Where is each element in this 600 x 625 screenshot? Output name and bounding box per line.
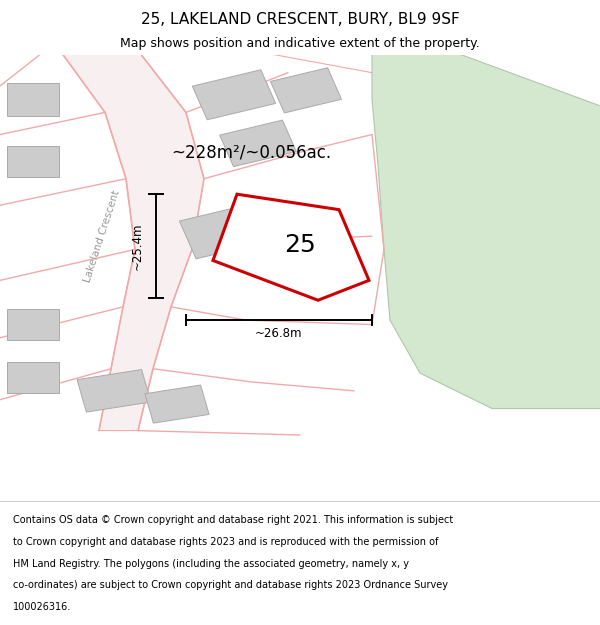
Text: HM Land Registry. The polygons (including the associated geometry, namely x, y: HM Land Registry. The polygons (includin…: [13, 559, 409, 569]
Polygon shape: [213, 194, 369, 300]
Polygon shape: [7, 82, 59, 116]
Polygon shape: [7, 309, 59, 340]
Text: co-ordinates) are subject to Crown copyright and database rights 2023 Ordnance S: co-ordinates) are subject to Crown copyr…: [13, 580, 448, 590]
Polygon shape: [7, 362, 59, 393]
Polygon shape: [179, 204, 265, 259]
Text: to Crown copyright and database rights 2023 and is reproduced with the permissio: to Crown copyright and database rights 2…: [13, 537, 439, 547]
Text: ~26.8m: ~26.8m: [255, 327, 303, 340]
Polygon shape: [193, 70, 275, 120]
Polygon shape: [77, 369, 151, 412]
Text: 25, LAKELAND CRESCENT, BURY, BL9 9SF: 25, LAKELAND CRESCENT, BURY, BL9 9SF: [140, 12, 460, 27]
Polygon shape: [7, 146, 59, 176]
Polygon shape: [45, 51, 204, 431]
Text: ~25.4m: ~25.4m: [130, 222, 143, 269]
Polygon shape: [271, 68, 341, 113]
Text: Contains OS data © Crown copyright and database right 2021. This information is : Contains OS data © Crown copyright and d…: [13, 516, 454, 526]
Text: 100026316.: 100026316.: [13, 601, 71, 611]
Text: Map shows position and indicative extent of the property.: Map shows position and indicative extent…: [120, 38, 480, 51]
Polygon shape: [145, 385, 209, 423]
Text: Lakeland Crescent: Lakeland Crescent: [82, 189, 122, 284]
Polygon shape: [220, 120, 296, 167]
Polygon shape: [372, 51, 600, 409]
Text: 25: 25: [284, 233, 316, 257]
Text: ~228m²/~0.056ac.: ~228m²/~0.056ac.: [171, 143, 331, 161]
